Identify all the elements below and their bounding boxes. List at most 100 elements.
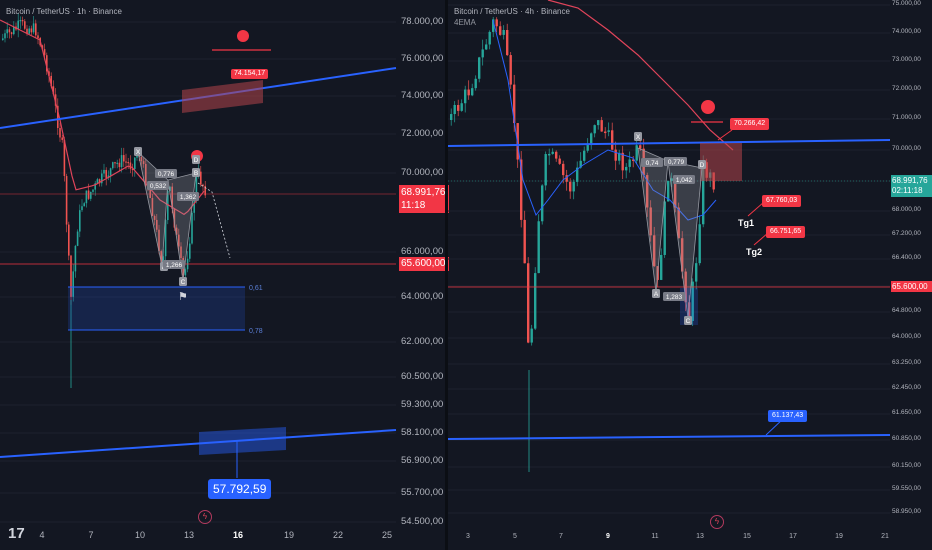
left-lower-trendline: [0, 429, 397, 458]
right-candle: [523, 219, 526, 264]
right-price-tick: 64.000,00: [892, 333, 921, 340]
right-pattern-ratio-box: [641, 158, 663, 167]
right-resistance-line: [448, 139, 891, 147]
left-stop-icon: [237, 30, 249, 42]
right-candle: [569, 181, 572, 192]
right-pattern-ratio-box: [673, 175, 695, 184]
left-candle: [202, 184, 204, 186]
right-date-tick: 21: [881, 533, 889, 540]
left-pattern-ratio: 1,266: [166, 262, 183, 269]
right-chart-title: Bitcoin / TetherUS · 4h · Binance: [454, 7, 570, 16]
left-candle: [178, 234, 180, 247]
right-candle: [527, 263, 530, 343]
left-candle: [87, 190, 90, 199]
left-price-tick: 76.000,00: [401, 53, 444, 64]
left-candle: [94, 183, 96, 190]
left-pattern-point-box: [192, 168, 200, 177]
right-candle: [695, 263, 698, 282]
left-price-tick: 64.000,00: [401, 291, 444, 302]
left-ema-line: [0, 19, 205, 216]
right-date-tick: 9: [606, 533, 610, 540]
right-candle: [586, 145, 589, 151]
right-countdown: 02:11:18: [892, 186, 923, 195]
left-candle: [140, 157, 143, 162]
right-current-price: 68.991,76: [892, 176, 928, 185]
right-candle: [604, 131, 607, 134]
left-price-tick: 59.300,00: [401, 399, 444, 410]
left-candle: [158, 229, 160, 252]
left-candle: [32, 23, 35, 33]
left-date-tick: 7: [88, 530, 94, 540]
right-pattern-ratio: 0,779: [668, 159, 685, 166]
right-candle: [513, 84, 516, 124]
right-price-tick: 60.850,00: [892, 435, 921, 442]
right-lightning-icon[interactable]: ϟ: [710, 515, 724, 529]
right-pattern-point-a: A: [654, 291, 659, 298]
right-chart-header: Bitcoin / TetherUS · 4h · Binance 4EMA: [454, 6, 570, 28]
left-candle: [74, 245, 77, 272]
right-candle: [660, 254, 663, 280]
left-candle: [129, 162, 132, 169]
right-indicator-label: 4EMA: [454, 18, 476, 27]
left-pattern-ratio-box: [177, 192, 199, 201]
right-ema-line: [547, 0, 734, 151]
right-candle: [537, 221, 540, 274]
right-candle: [530, 328, 533, 343]
right-candle: [558, 158, 561, 164]
left-price-tick: 60.500,00: [401, 371, 444, 382]
left-candle: [105, 169, 107, 178]
right-candle: [698, 224, 701, 264]
left-date-tick: 22: [332, 530, 343, 540]
left-price-tick: 66.000,00: [401, 246, 444, 257]
right-candle: [667, 180, 670, 202]
left-date-tick: 4: [39, 530, 45, 540]
right-pattern-point-box: [698, 160, 706, 169]
right-candles: [450, 16, 715, 472]
left-candle: [17, 20, 19, 30]
right-pattern-ratio-box: [663, 292, 685, 301]
left-target-zone-bottom: [199, 427, 286, 455]
left-projection-arrow: [197, 182, 231, 259]
tradingview-logo-left: 17: [8, 525, 25, 542]
left-lightning-icon[interactable]: ϟ: [198, 510, 212, 524]
right-candle: [509, 55, 512, 85]
right-candle: [464, 89, 467, 104]
right-candle: [488, 31, 491, 45]
right-candle: [702, 162, 705, 225]
left-date-tick: 19: [283, 530, 294, 540]
right-candle: [611, 130, 614, 150]
left-fib-078-label: 0,78: [249, 328, 263, 335]
right-pattern-point-box: [634, 132, 642, 141]
right-candle: [646, 175, 649, 208]
right-price-tick: 75.000,00: [892, 0, 921, 7]
right-candle: [471, 88, 474, 96]
right-candle: [534, 273, 537, 329]
right-candle: [607, 130, 610, 132]
left-candle: [28, 28, 30, 34]
right-candle: [583, 150, 586, 161]
left-target-zone-top: [182, 80, 263, 113]
right-price-tick: 66.400,00: [892, 254, 921, 261]
right-candle: [600, 120, 603, 132]
right-date-tick: 19: [835, 533, 843, 540]
right-candle: [467, 89, 470, 96]
left-candle: [21, 19, 24, 22]
right-candle: [653, 235, 656, 267]
left-date-tick: 13: [183, 530, 194, 540]
left-candle: [52, 86, 55, 95]
left-price-tick: 56.900,00: [401, 455, 444, 466]
right-current-price-badge: 68.991,76 02:11:18: [891, 175, 932, 197]
left-candle: [125, 161, 127, 163]
right-price-tick: 70.000,00: [892, 145, 921, 152]
right-candle: [457, 104, 460, 111]
left-candle: [13, 26, 15, 35]
right-price-tick: 68.000,00: [892, 206, 921, 213]
right-candle: [562, 163, 565, 176]
left-candle: [109, 168, 112, 176]
left-pattern-point-box: [179, 277, 187, 286]
